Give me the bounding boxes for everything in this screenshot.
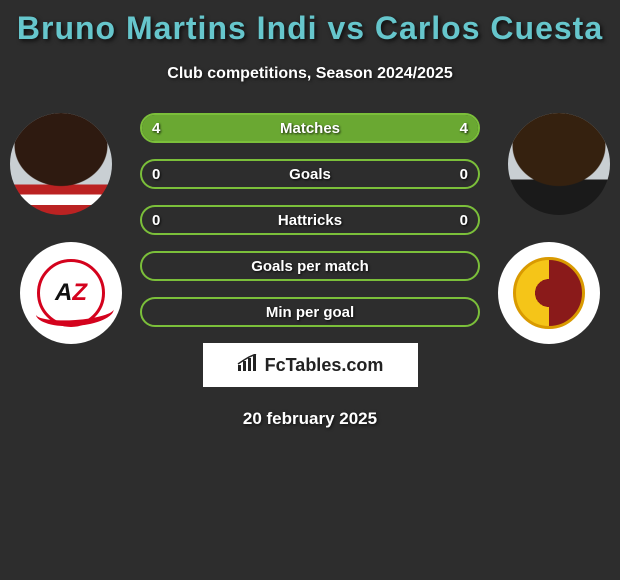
stat-value-right: 0 <box>450 207 478 233</box>
az-logo: AZ <box>20 242 122 344</box>
stat-bar: Matches4 4 <box>140 113 480 143</box>
stat-bar: Goals per match <box>140 251 480 281</box>
stat-bar: Goals0 0 <box>140 159 480 189</box>
chart-icon <box>237 354 259 377</box>
season-subtitle: Club competitions, Season 2024/2025 <box>0 65 620 83</box>
stat-value-right: 0 <box>450 161 478 187</box>
stat-value-right: 4 <box>450 115 478 141</box>
comparison-title: Bruno Martins Indi vs Carlos Cuesta <box>0 0 620 47</box>
stat-bar: Hattricks0 0 <box>140 205 480 235</box>
stat-bar-label: Hattricks <box>142 207 478 233</box>
stat-bar: Min per goal <box>140 297 480 327</box>
stat-value-left: 4 <box>142 115 170 141</box>
player1-silhouette <box>10 113 112 215</box>
player2-club-badge: ★ ★ ★ ★ <box>498 242 600 344</box>
stat-bar-label: Goals <box>142 161 478 187</box>
stat-bars: Matches44Goals00Hattricks00Goals per mat… <box>140 113 480 327</box>
brand-badge: FcTables.com <box>203 343 418 387</box>
player1-avatar <box>10 113 112 215</box>
stat-value-left: 0 <box>142 207 170 233</box>
brand-text: FcTables.com <box>265 355 384 376</box>
stat-value-left: 0 <box>142 161 170 187</box>
player1-club-badge: AZ <box>20 242 122 344</box>
stat-bar-label: Matches <box>142 115 478 141</box>
player2-avatar <box>508 113 610 215</box>
player2-silhouette <box>508 113 610 215</box>
comparison-content: AZ ★ ★ ★ ★ Matches44Goals00Hattricks00Go… <box>0 113 620 429</box>
comparison-date: 20 february 2025 <box>0 409 620 429</box>
stat-bar-label: Goals per match <box>142 253 478 279</box>
stat-bar-label: Min per goal <box>142 299 478 325</box>
galatasaray-logo: ★ ★ ★ ★ <box>498 242 600 344</box>
